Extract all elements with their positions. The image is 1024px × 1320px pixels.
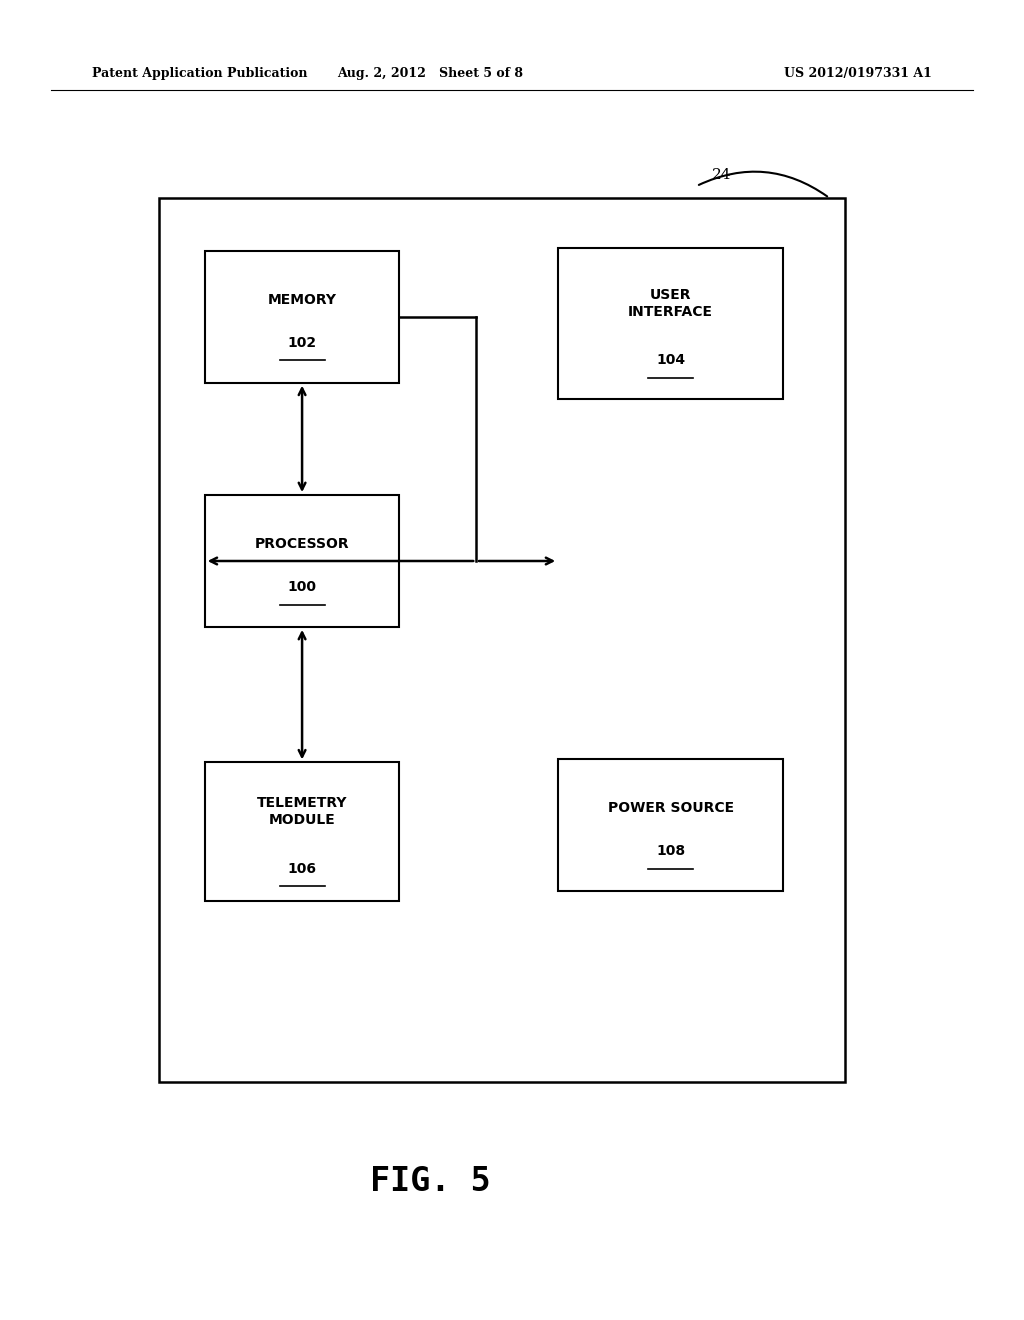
FancyBboxPatch shape xyxy=(205,763,399,900)
Text: 108: 108 xyxy=(656,845,685,858)
Text: POWER SOURCE: POWER SOURCE xyxy=(607,801,734,814)
Text: 106: 106 xyxy=(288,862,316,875)
Text: PROCESSOR: PROCESSOR xyxy=(255,537,349,550)
Text: MEMORY: MEMORY xyxy=(267,293,337,306)
Text: Patent Application Publication: Patent Application Publication xyxy=(92,67,307,81)
Text: FIG. 5: FIG. 5 xyxy=(370,1166,490,1199)
FancyBboxPatch shape xyxy=(205,251,399,383)
FancyBboxPatch shape xyxy=(159,198,845,1082)
FancyBboxPatch shape xyxy=(558,759,783,891)
Text: 24: 24 xyxy=(712,168,731,182)
Text: USER
INTERFACE: USER INTERFACE xyxy=(628,288,714,319)
FancyBboxPatch shape xyxy=(558,248,783,399)
FancyBboxPatch shape xyxy=(205,495,399,627)
Text: TELEMETRY
MODULE: TELEMETRY MODULE xyxy=(257,796,347,828)
Text: 102: 102 xyxy=(288,337,316,350)
Text: 100: 100 xyxy=(288,581,316,594)
Text: US 2012/0197331 A1: US 2012/0197331 A1 xyxy=(784,67,932,81)
Text: 104: 104 xyxy=(656,354,685,367)
Text: Aug. 2, 2012   Sheet 5 of 8: Aug. 2, 2012 Sheet 5 of 8 xyxy=(337,67,523,81)
